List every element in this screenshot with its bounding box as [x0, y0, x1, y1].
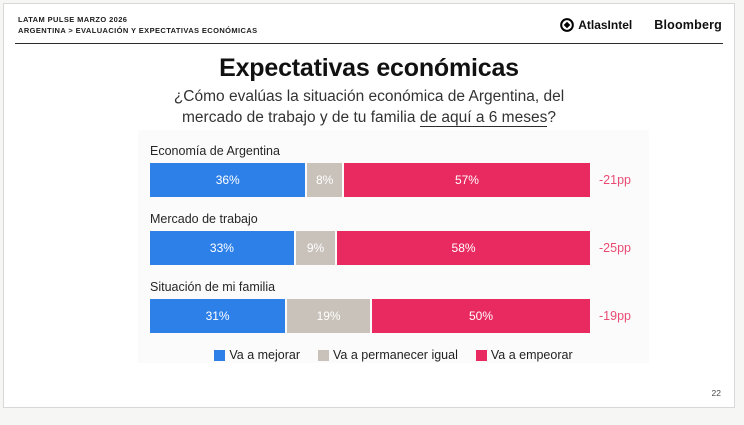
- bar-segment-value: 31%: [205, 309, 230, 323]
- bar-segment-value: 58%: [451, 241, 476, 255]
- chart-row: Economía de Argentina 36% 8% 57% -21pp: [150, 144, 637, 197]
- subtitle-underlined-phrase: de aquí a 6 meses: [419, 109, 548, 127]
- legend-label: Va a permanecer igual: [333, 348, 458, 362]
- bar-category-label: Economía de Argentina: [150, 144, 280, 158]
- bar-segment-value: 50%: [468, 309, 494, 323]
- page-number: 22: [711, 388, 721, 398]
- bar-segment[interactable]: 8%: [307, 163, 342, 197]
- legend-item: Va a empeorar: [475, 348, 573, 362]
- bar-segment-value: 9%: [306, 241, 325, 255]
- legend-swatch: [214, 349, 226, 361]
- atlasintel-logo: AtlasIntel: [560, 18, 632, 32]
- atlasintel-wordmark: AtlasIntel: [578, 18, 633, 32]
- bar-segment-value: 36%: [215, 173, 240, 187]
- bar-line: 36% 8% 57% -21pp: [150, 163, 637, 197]
- chart-panel: Economía de Argentina 36% 8% 57% -21pp Mer…: [138, 130, 649, 363]
- slide: LATAM PULSE MARZO 2026 ARGENTINA > EVALU…: [3, 3, 735, 408]
- bar-delta-label: -21pp: [599, 173, 631, 187]
- atlasintel-icon: [560, 18, 575, 32]
- bar-category-label: Situación de mi familia: [150, 280, 276, 294]
- subtitle-line2-before: mercado de trabajo y de tu familia: [182, 109, 420, 126]
- bar-segment[interactable]: 50%: [372, 299, 590, 333]
- bar-segment-value: 8%: [316, 173, 334, 187]
- subtitle: ¿Cómo evalúas la situación económica de …: [4, 86, 734, 128]
- bar-segment-value: 19%: [316, 309, 341, 323]
- chart-row: Mercado de trabajo 33% 9% 58% -25pp: [150, 212, 637, 265]
- bar-segment[interactable]: 19%: [287, 299, 370, 333]
- bar-segment[interactable]: 31%: [150, 299, 286, 333]
- bar-segment-value: 33%: [209, 241, 234, 255]
- legend-swatch: [475, 349, 487, 361]
- chart-rows: Economía de Argentina 36% 8% 57% -21pp Mer…: [150, 144, 637, 333]
- bar-segment[interactable]: 58%: [337, 231, 590, 265]
- legend-label: Va a mejorar: [229, 348, 301, 362]
- brand-logos: AtlasIntel Bloomberg: [560, 14, 722, 32]
- bar-category-label: Mercado de trabajo: [150, 212, 258, 226]
- legend-swatch: [318, 349, 330, 361]
- bar-track: 33% 9% 58%: [150, 231, 590, 265]
- legend-item: Va a mejorar: [214, 348, 300, 362]
- legend-label: Va a empeorar: [490, 348, 573, 362]
- bar-delta-label: -19pp: [599, 309, 631, 323]
- subtitle-line1: ¿Cómo evalúas la situación económica de …: [173, 88, 565, 105]
- legend-item: Va a permanecer igual: [318, 348, 458, 362]
- bar-line: 33% 9% 58% -25pp: [150, 231, 637, 265]
- chart-row: Situación de mi familia 31% 19% 50% -19pp: [150, 280, 637, 333]
- subtitle-question-mark: ?: [547, 109, 556, 126]
- page-title: Expectativas económicas: [219, 54, 519, 82]
- kicker: LATAM PULSE MARZO 2026 ARGENTINA > EVALU…: [18, 14, 258, 36]
- chart-legend: Va a mejorar Va a permanecer igual Va a em…: [150, 348, 637, 362]
- bar-segment-value: 57%: [454, 173, 479, 187]
- bar-track: 31% 19% 50%: [150, 299, 590, 333]
- header: LATAM PULSE MARZO 2026 ARGENTINA > EVALU…: [18, 14, 722, 36]
- bar-delta-label: -25pp: [599, 241, 631, 255]
- bloomberg-logo: Bloomberg: [654, 18, 722, 32]
- breadcrumb: ARGENTINA > EVALUACIÓN Y EXPECTATIVAS EC…: [18, 26, 258, 35]
- bar-segment[interactable]: 36%: [150, 163, 306, 197]
- bar-segment[interactable]: 33%: [150, 231, 294, 265]
- bar-track: 36% 8% 57%: [150, 163, 590, 197]
- bar-segment[interactable]: 57%: [343, 163, 590, 197]
- report-name: LATAM PULSE MARZO 2026: [18, 15, 128, 24]
- bar-line: 31% 19% 50% -19pp: [150, 299, 637, 333]
- bar-segment[interactable]: 9%: [295, 231, 336, 265]
- header-divider: [15, 43, 723, 44]
